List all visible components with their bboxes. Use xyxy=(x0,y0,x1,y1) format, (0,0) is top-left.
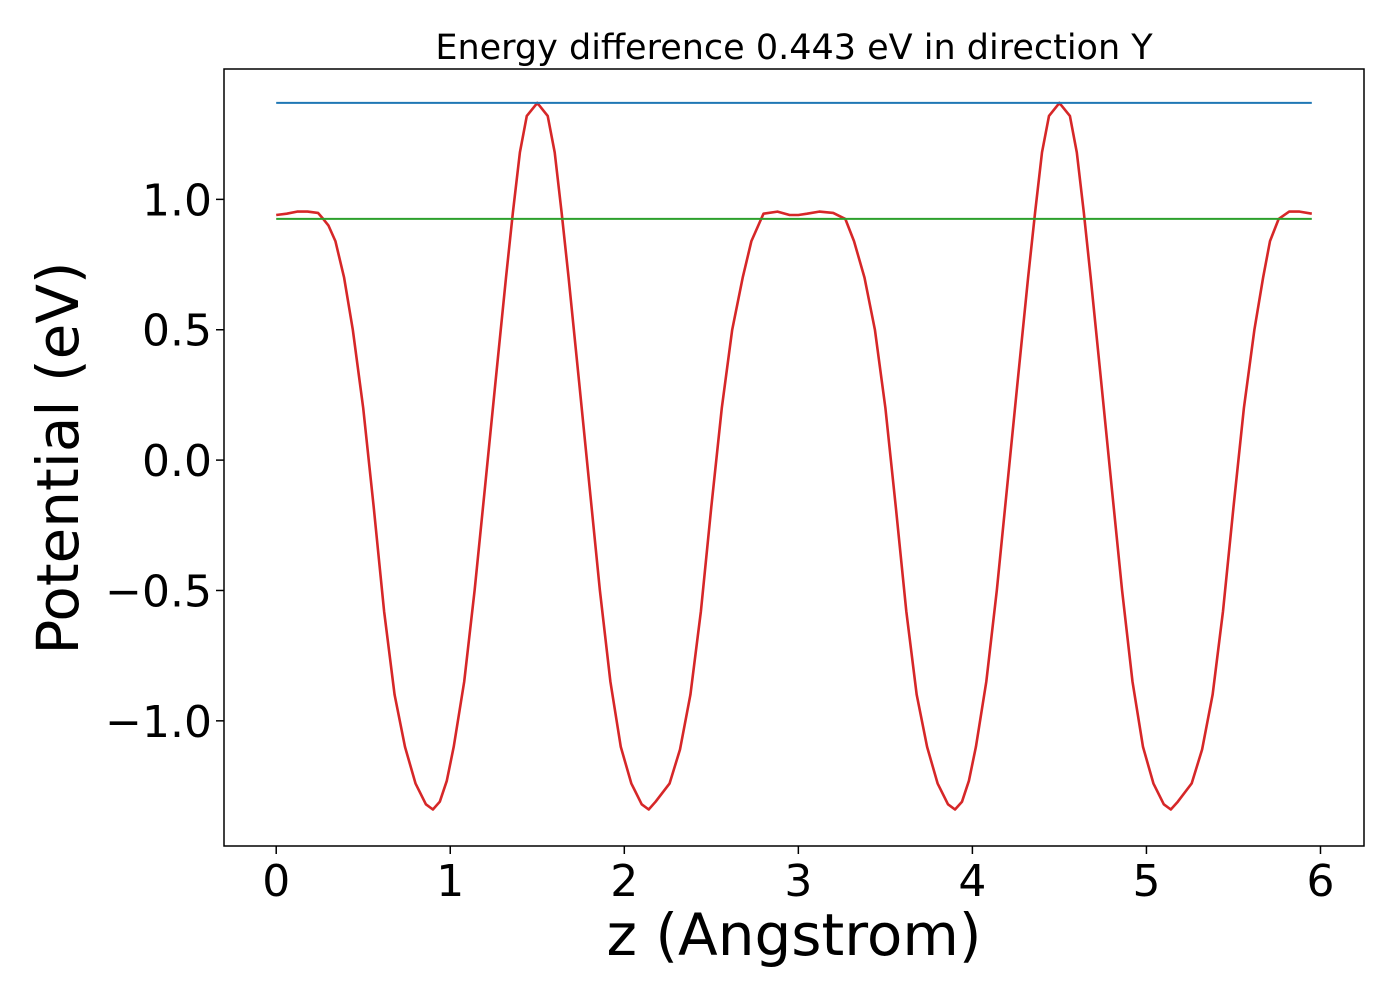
y-tick-label: 0.0 xyxy=(142,436,212,487)
x-tick-label: 5 xyxy=(1132,856,1160,907)
x-tick-label: 4 xyxy=(958,856,986,907)
y-tick-label: −1.0 xyxy=(105,697,212,748)
plot-frame xyxy=(223,68,1365,847)
y-tick-label: −0.5 xyxy=(105,566,212,617)
x-tick-label: 2 xyxy=(610,856,638,907)
x-tick-label: 0 xyxy=(262,856,290,907)
x-tick-label: 3 xyxy=(784,856,812,907)
y-tick-label: 0.5 xyxy=(142,306,212,357)
x-tick-label: 6 xyxy=(1306,856,1334,907)
y-tick-label: 1.0 xyxy=(142,175,212,226)
plot-area xyxy=(276,101,1313,811)
x-axis-label: z (Angstrom) xyxy=(607,901,982,969)
y-axis: −1.0 −0.5 0.0 0.5 1.0 xyxy=(105,175,224,748)
x-axis: 0 1 2 3 4 5 6 xyxy=(262,846,1334,907)
series-line-0 xyxy=(276,101,1313,811)
y-axis-label: Potential (eV) xyxy=(24,261,92,654)
chart-title: Energy difference 0.443 eV in direction … xyxy=(435,28,1153,68)
x-tick-label: 1 xyxy=(436,856,464,907)
